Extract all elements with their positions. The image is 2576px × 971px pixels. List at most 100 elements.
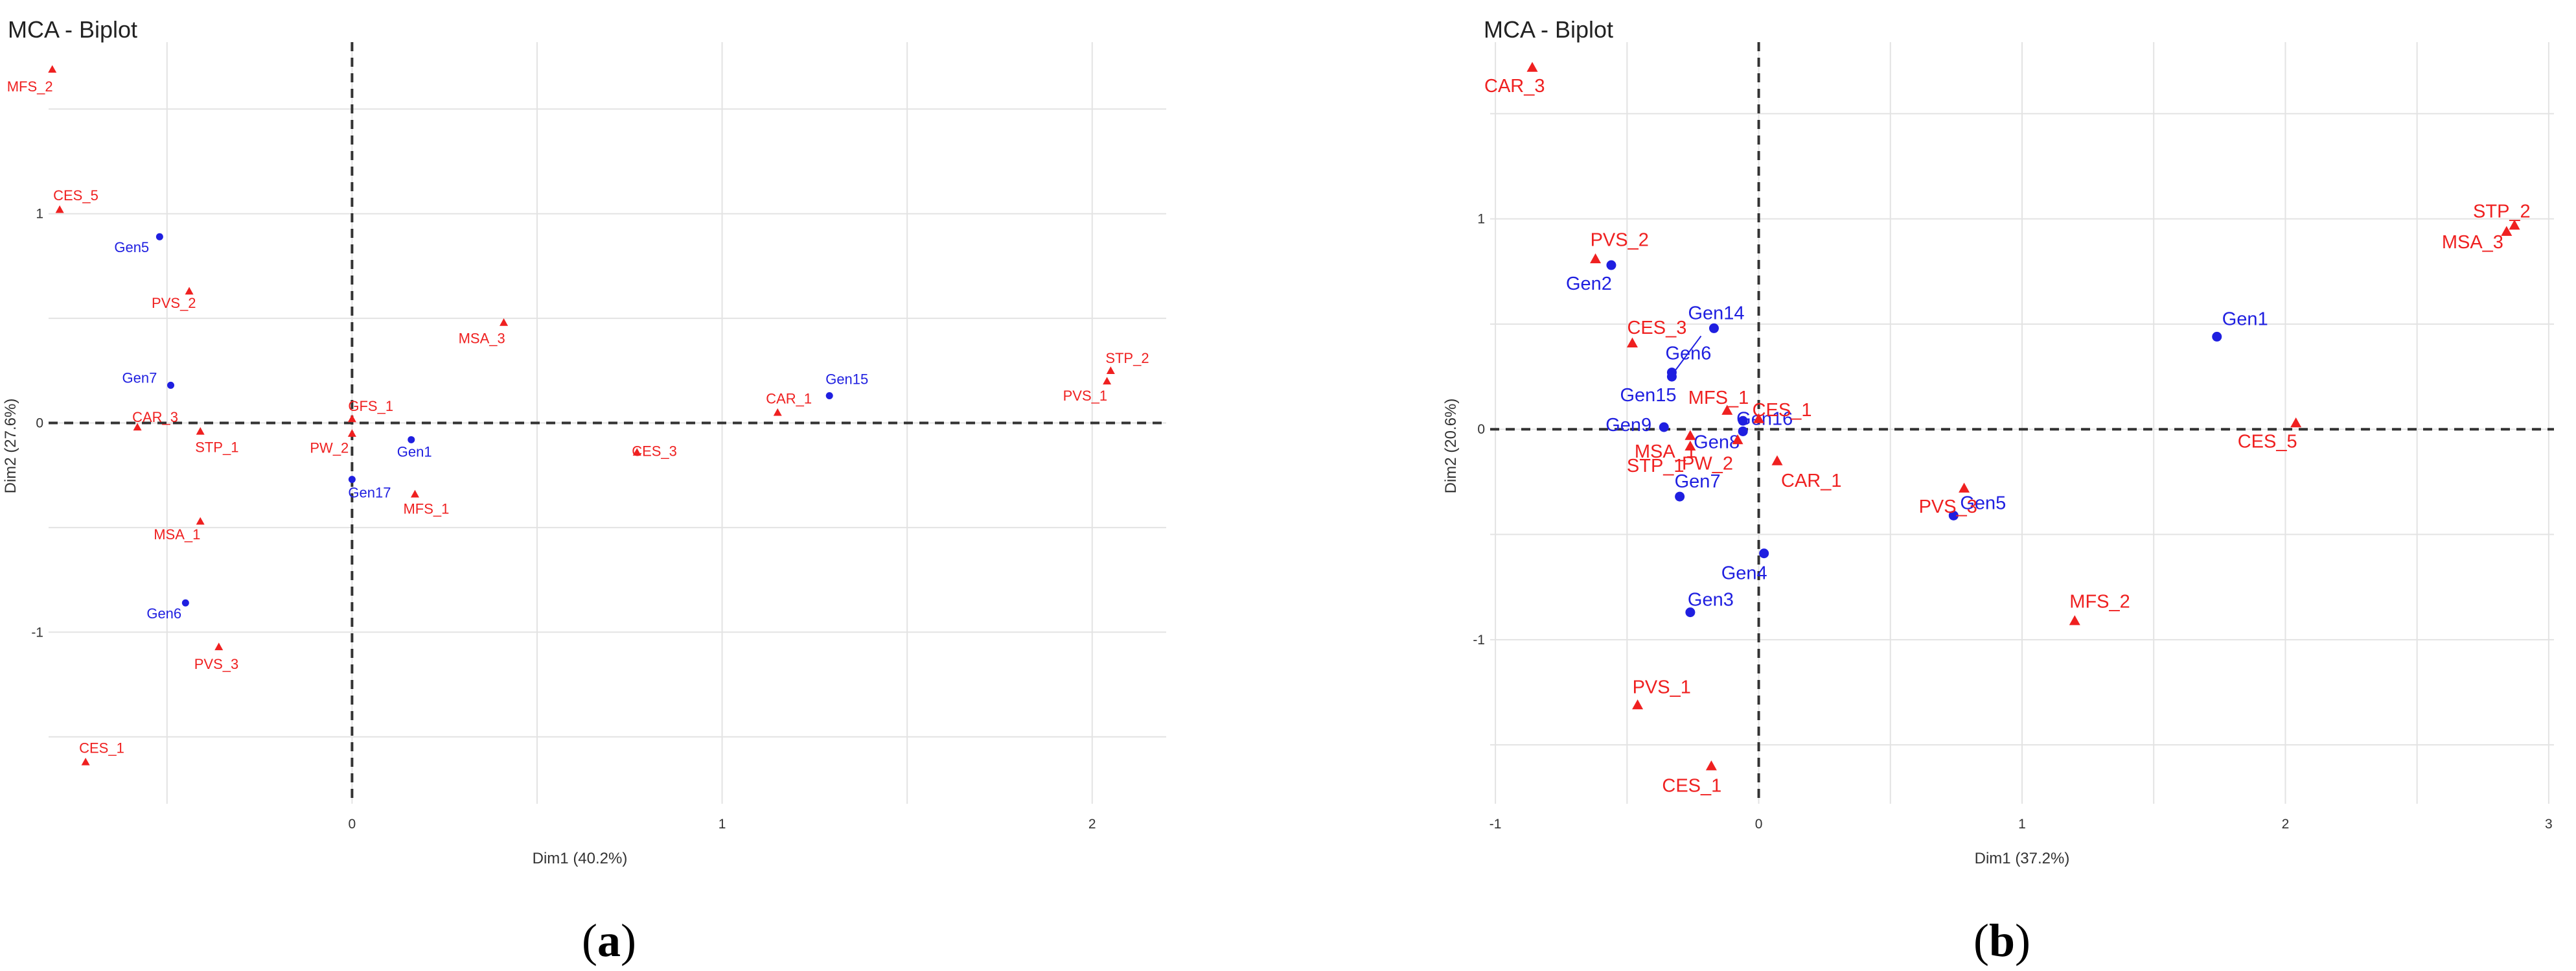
individual-point (1738, 415, 1748, 426)
x-tick-label: 0 (1755, 817, 1763, 832)
variable-point (2509, 219, 2520, 230)
individual-point (1606, 260, 1616, 270)
y-tick-label: 1 (36, 207, 43, 222)
variable-point (410, 489, 419, 498)
variable-point (196, 427, 205, 435)
variable-label: MFS_2 (2069, 592, 2130, 613)
variable-label: CES_3 (1627, 318, 1686, 338)
variable-label: MFS_1 (1688, 388, 1749, 408)
variable-point (1771, 455, 1783, 465)
x-tick-label: 2 (1088, 817, 1096, 832)
individual-label: Gen1 (2222, 309, 2268, 329)
variable-label: MFS_2 (7, 78, 53, 95)
chart-a-plot: 0 1 2 -1 0 1 Gen5 Gen7 Gen1 Gen17 Gen6 Gen15 MFS_2 CE… (7, 42, 1166, 832)
x-tick-label: 1 (719, 817, 726, 832)
variable-point (1721, 404, 1733, 415)
y-tick-label: -1 (31, 625, 43, 640)
individual-label: Gen5 (1960, 493, 2006, 513)
variable-point (81, 757, 90, 766)
variable-label: MFS_1 (403, 500, 449, 517)
individual-label: Gen15 (825, 371, 868, 388)
individual-point (825, 392, 833, 400)
variable-point (1526, 62, 1538, 72)
variable-label: CAR_1 (1781, 471, 1842, 491)
chart-a-ylabel: Dim2 (27.6%) (2, 399, 19, 494)
variable-label: CAR_1 (766, 390, 812, 406)
variable-point (196, 517, 205, 525)
variable-label: PVS_1 (1633, 677, 1691, 697)
individual-label: Gen4 (1721, 563, 1767, 584)
variable-label: PVS_1 (1063, 388, 1108, 404)
individual-point (181, 599, 189, 607)
panel-b-caption: (b) (1973, 915, 2030, 966)
individual-point (2212, 331, 2222, 342)
individual-label: Gen8 (1694, 432, 1740, 452)
variable-point (1626, 337, 1638, 347)
individual-label: Gen2 (1566, 274, 1612, 294)
variable-label: CAR_3 (1484, 76, 1545, 97)
individual-point (1708, 323, 1719, 333)
variable-point (2501, 226, 2513, 236)
panel-a-caption: (a) (582, 915, 636, 966)
variable-label: PVS_3 (194, 656, 239, 672)
individual-point (408, 436, 415, 443)
x-tick-label: 2 (2282, 817, 2290, 832)
variable-label: MSA_3 (459, 331, 505, 347)
y-tick-label: 0 (1477, 422, 1485, 437)
variable-point (1106, 366, 1115, 374)
variable-label: CAR_3 (132, 409, 178, 425)
variable-label: STP_1 (195, 439, 238, 455)
variable-point (773, 408, 782, 416)
individual-label: Gen16 (1736, 408, 1793, 429)
variable-point (347, 429, 356, 437)
variable-point (1753, 413, 1765, 423)
individual-label: Gen9 (1605, 415, 1651, 436)
chart-b-xlabel: Dim1 (37.2%) (1975, 850, 2070, 867)
individual-point (1948, 510, 1959, 521)
x-tick-label: 1 (2018, 817, 2026, 832)
variable-point (1732, 434, 1743, 445)
variable-label: MSA_1 (154, 526, 200, 543)
variable-point (214, 642, 224, 651)
variable-point (1685, 430, 1696, 440)
y-tick-label: 1 (1477, 212, 1485, 227)
individual-label: Gen7 (1675, 471, 1721, 492)
y-tick-label: -1 (1473, 633, 1485, 648)
chart-a-xlabel: Dim1 (40.2%) (533, 850, 628, 867)
x-tick-label: 0 (349, 817, 356, 832)
individual-point (155, 233, 163, 240)
variable-point (2290, 417, 2302, 428)
variable-point (1685, 440, 1696, 451)
chart-a-title: MCA - Biplot (8, 16, 137, 43)
individual-label: Gen6 (146, 605, 181, 622)
chart-b-ylabel: Dim2 (20.6%) (1442, 399, 1460, 494)
variable-point (1632, 699, 1644, 710)
variable-label: PVS_2 (1591, 229, 1649, 250)
individual-point (1685, 607, 1696, 618)
individual-point (1759, 548, 1769, 559)
x-tick-label: 3 (2545, 817, 2553, 832)
chart-b-title: MCA - Biplot (1484, 16, 1613, 43)
variable-label: PVS_2 (152, 295, 196, 311)
individual-point (167, 381, 174, 389)
variable-label: MSA_3 (2442, 232, 2503, 253)
label-connector (1675, 335, 1702, 371)
variable-point (1103, 377, 1112, 385)
variable-label: MSA_1 (1635, 441, 1696, 462)
variable-label: CES_5 (2238, 432, 2297, 452)
variable-point (55, 205, 64, 213)
variable-label: PVS_3 (1919, 497, 1977, 517)
variable-label: CES_5 (53, 187, 98, 204)
variable-point (1959, 482, 1970, 493)
panel-b: MCA - Biplot Dim1 (37.2%) Dim2 (20.6%) -… (1442, 16, 2554, 966)
variable-label: CES_1 (79, 740, 124, 756)
individual-label: Gen15 (1620, 385, 1676, 406)
variable-label: GFS_1 (348, 398, 393, 414)
individual-point (1659, 422, 1669, 432)
individual-label: Gen17 (348, 485, 391, 501)
variable-point (632, 448, 641, 456)
individual-label: Gen3 (1688, 590, 1734, 611)
variable-label: PW_2 (1682, 453, 1733, 474)
variable-point (48, 65, 57, 73)
